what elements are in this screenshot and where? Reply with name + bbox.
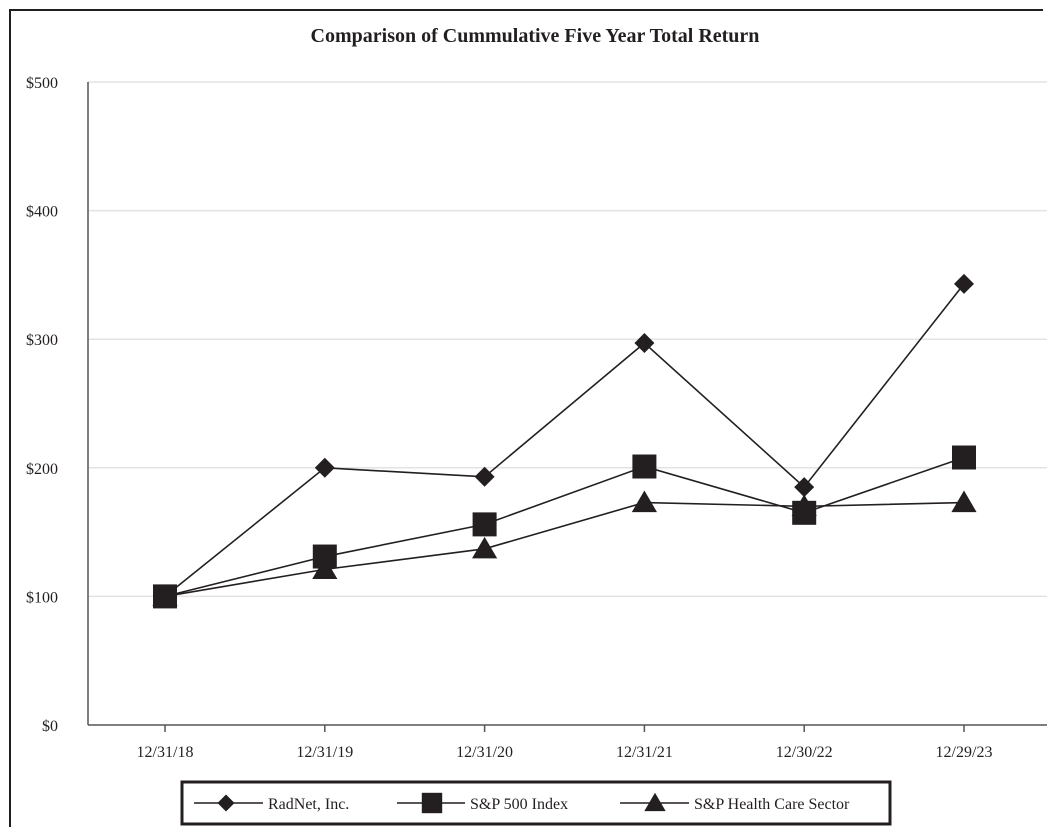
- axes: $0 $100 $200 $300 $400 $500 12/31/18 12/31/19 12…: [26, 75, 1047, 761]
- data-point-diamond: [794, 477, 815, 498]
- x-tick-label: 12/30/22: [776, 744, 833, 761]
- data-point-triangle: [951, 490, 977, 513]
- y-tick-label: $0: [42, 718, 58, 735]
- legend-label: S&P Health Care Sector: [694, 796, 850, 813]
- x-tick-label: 12/31/21: [616, 744, 673, 761]
- legend-marker-triangle: [644, 792, 666, 812]
- legend-marker-square: [421, 792, 443, 814]
- y-tick-label: $400: [26, 204, 58, 221]
- x-tick-label: 12/29/23: [936, 744, 993, 761]
- data-point-triangle: [631, 490, 657, 513]
- legend-box: [180, 780, 892, 826]
- data-point-triangle: [791, 494, 817, 516]
- y-tick-label: $300: [26, 332, 58, 349]
- data-point-diamond: [314, 457, 335, 478]
- series-lines: [152, 273, 977, 609]
- data-point-triangle: [312, 557, 338, 579]
- data-point-diamond: [954, 273, 974, 294]
- legend-label: RadNet, Inc.: [268, 796, 349, 813]
- legend-marker-diamond: [217, 794, 235, 812]
- data-point-triangle: [472, 536, 498, 559]
- data-point-diamond: [474, 466, 495, 487]
- chart-title: Comparison of Cummulative Five Year Tota…: [311, 25, 760, 47]
- data-point-square: [632, 454, 657, 479]
- legend-label: S&P 500 Index: [470, 796, 568, 813]
- x-tick-label: 12/31/20: [456, 744, 513, 761]
- y-tick-label: $500: [26, 75, 58, 92]
- gridlines: [88, 81, 1047, 598]
- legend: RadNet, Inc. S&P 500 Index S&P Health Care…: [180, 780, 892, 826]
- chart-frame: [9, 9, 1043, 827]
- series-line: [164, 456, 965, 598]
- x-tick-label: 12/31/19: [296, 744, 353, 761]
- y-tick-label: $100: [26, 589, 58, 606]
- data-point-diamond: [634, 333, 655, 354]
- data-point-square: [952, 445, 976, 470]
- y-tick-label: $200: [26, 461, 58, 478]
- x-tick-label: 12/31/18: [137, 744, 194, 761]
- series-line: [164, 283, 965, 598]
- data-point-triangle: [152, 584, 178, 606]
- data-point-square: [472, 512, 497, 537]
- series-line: [164, 501, 965, 598]
